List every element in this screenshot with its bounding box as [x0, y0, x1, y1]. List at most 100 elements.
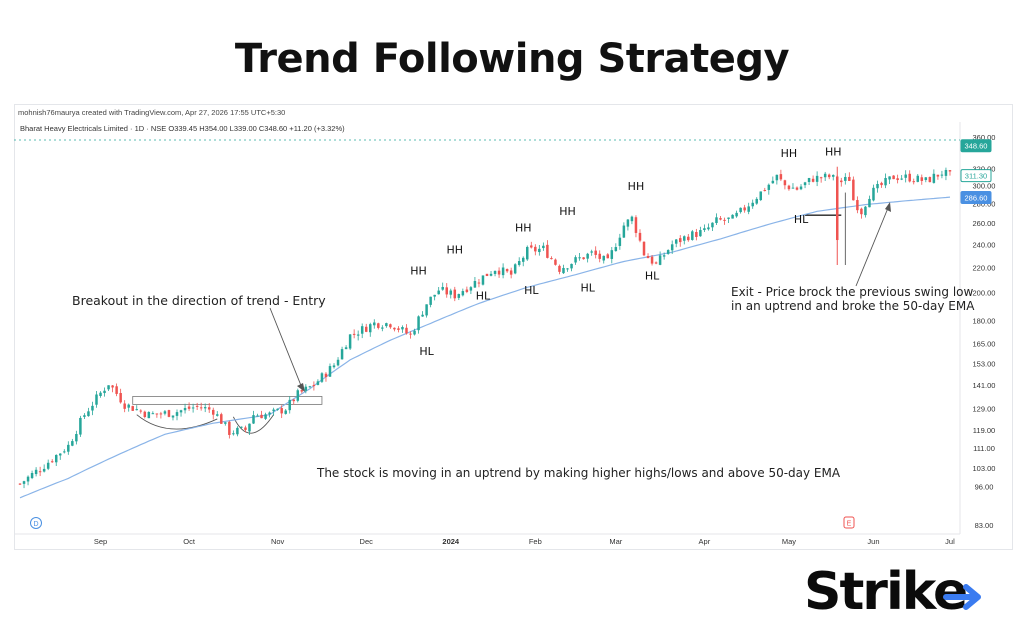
candle-body — [598, 253, 601, 259]
candle — [111, 385, 114, 393]
candle-body — [405, 327, 408, 334]
exit-arrowhead — [885, 202, 891, 212]
candle-body — [654, 262, 658, 264]
candle-body — [211, 409, 215, 415]
candle-body — [489, 273, 493, 276]
candle — [143, 410, 147, 419]
candle-body — [739, 207, 742, 213]
candle-body — [26, 476, 30, 482]
candle — [920, 174, 924, 185]
e-marker[interactable]: E — [843, 516, 855, 529]
candle-body — [38, 471, 42, 473]
candle — [107, 385, 110, 392]
swing-label-hl-5: HL — [524, 284, 539, 297]
candle — [497, 267, 501, 278]
candle — [505, 268, 509, 273]
candle — [385, 322, 388, 328]
candle-body — [687, 236, 690, 241]
candle — [324, 372, 328, 382]
exit-annotation-line: Exit - Price brock the previous swing lo… — [731, 285, 974, 299]
candle-body — [99, 392, 102, 397]
candle-body — [107, 385, 110, 390]
candle — [276, 408, 279, 411]
candle — [727, 217, 730, 223]
strike-logo: Strike — [804, 564, 968, 620]
candle — [264, 412, 267, 420]
candle — [344, 345, 348, 350]
candle-body — [199, 407, 203, 409]
candle-body — [534, 246, 537, 252]
candle-body — [457, 294, 461, 298]
candle — [739, 207, 742, 214]
candle — [405, 324, 408, 335]
candle — [429, 296, 432, 308]
candle — [944, 167, 948, 181]
candle — [932, 169, 936, 184]
candle — [280, 405, 283, 419]
swing-label-hl-11: HL — [794, 213, 809, 226]
candle — [457, 293, 461, 301]
y-tick-label-1: 320.00 — [973, 164, 996, 173]
candle-body — [151, 413, 155, 415]
exit-annotation-line: in an uptrend and broke the 50-day EMA — [731, 299, 975, 313]
candle-body — [892, 175, 895, 180]
swing-label-hl-1: HL — [419, 345, 434, 358]
candle — [844, 173, 847, 185]
candle — [465, 286, 469, 294]
candle-body — [30, 472, 34, 479]
swing-label-hl-3: HL — [476, 289, 491, 302]
candle-body — [220, 414, 223, 424]
d-marker[interactable]: D — [30, 517, 42, 529]
candle — [634, 215, 638, 238]
candle — [815, 171, 819, 187]
candle-body — [860, 208, 863, 215]
candle-body — [216, 414, 219, 416]
candle — [224, 422, 227, 426]
y-tick-label-16: 96.00 — [975, 483, 994, 492]
logo-arrow-icon — [943, 584, 981, 610]
candle-body — [437, 290, 440, 295]
candle-body — [256, 415, 259, 417]
candle — [59, 453, 62, 460]
candle-body — [244, 427, 247, 430]
candle-body — [936, 174, 940, 177]
candle — [703, 224, 706, 233]
candle-body — [530, 245, 533, 248]
candle — [469, 286, 473, 295]
candle — [940, 170, 944, 179]
candle — [216, 411, 219, 417]
candle-body — [646, 256, 650, 259]
page-title: Trend Following Strategy — [234, 36, 790, 82]
swing-label-hl-7: HL — [580, 281, 595, 294]
y-tick-label-14: 111.00 — [973, 444, 995, 453]
ema-50-line — [19, 196, 951, 499]
candle — [131, 405, 134, 411]
candle — [566, 267, 569, 272]
candle-body — [385, 323, 388, 327]
candle-body — [95, 394, 98, 405]
candle — [421, 311, 424, 317]
candle-body — [195, 405, 199, 407]
candle — [320, 372, 324, 383]
candle — [590, 249, 593, 256]
swing-labels: HH HL HH HL HH HL HH HL HH HL HH HL HH — [410, 145, 841, 357]
candle — [534, 244, 537, 256]
candle — [195, 402, 199, 410]
candle-body — [381, 327, 384, 329]
candle — [477, 279, 481, 288]
candle-body — [586, 253, 589, 259]
candle — [602, 255, 605, 264]
candle — [288, 396, 291, 414]
price-chart[interactable]: mohnish76maurya created with TradingView… — [14, 104, 1013, 550]
candle — [578, 253, 581, 261]
candle-body — [787, 185, 791, 190]
candle — [562, 264, 565, 274]
badge-last-price: 348.60 — [965, 142, 988, 151]
candle-body — [642, 241, 646, 256]
y-tick-label-8: 180.00 — [973, 316, 996, 325]
candle — [799, 184, 803, 191]
pattern-overlays — [132, 214, 842, 434]
candle-body — [554, 259, 557, 265]
candle — [473, 277, 477, 288]
candle-body — [131, 406, 134, 411]
